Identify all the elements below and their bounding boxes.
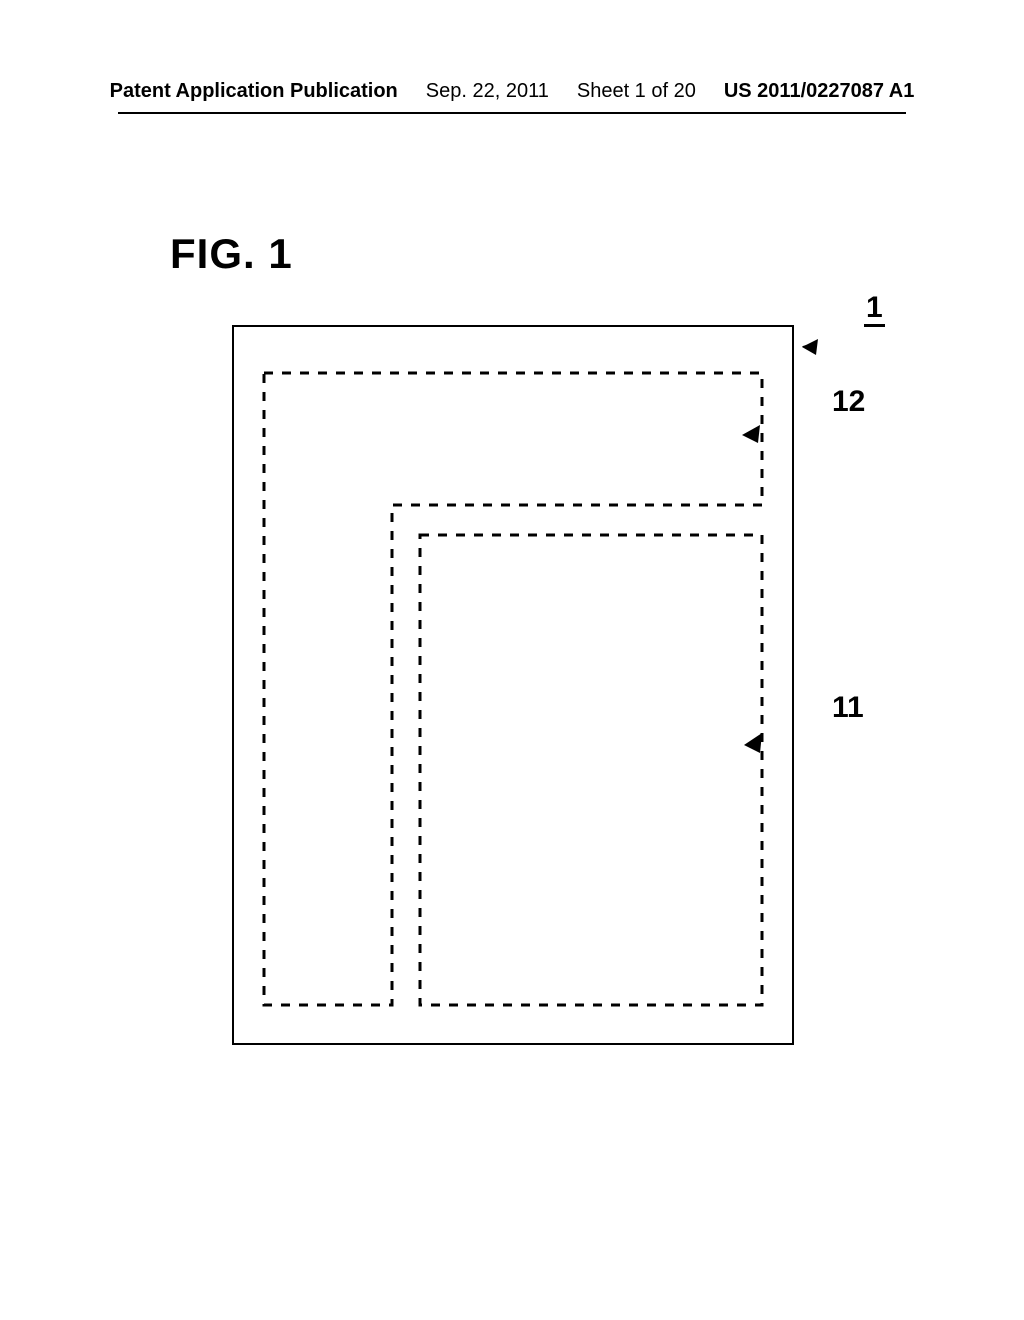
page-header: Patent Application Publication Sep. 22, …	[0, 80, 1024, 103]
page: Patent Application Publication Sep. 22, …	[0, 0, 1024, 1320]
header-publication-label: Patent Application Publication	[110, 80, 398, 103]
header-rule	[118, 112, 906, 114]
figure-1: 1 12 11	[232, 325, 794, 1045]
header-inner: Patent Application Publication Sep. 22, …	[110, 80, 915, 103]
callout-ref-1: 1	[864, 291, 885, 325]
lead-arrow-ref-11	[232, 325, 932, 1055]
header-date: Sep. 22, 2011	[426, 80, 549, 103]
callout-ref-1-text: 1	[864, 291, 885, 327]
figure-label: FIG. 1	[170, 230, 293, 278]
header-doc-number: US 2011/0227087 A1	[724, 80, 915, 103]
header-sheet: Sheet 1 of 20	[577, 80, 696, 103]
